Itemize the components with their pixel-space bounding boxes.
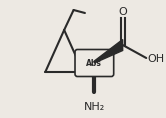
Polygon shape	[94, 40, 123, 63]
Text: OH: OH	[147, 54, 164, 64]
Text: O: O	[118, 7, 127, 17]
Text: Abs: Abs	[86, 59, 102, 67]
FancyBboxPatch shape	[75, 49, 114, 76]
Text: NH₂: NH₂	[84, 102, 105, 112]
